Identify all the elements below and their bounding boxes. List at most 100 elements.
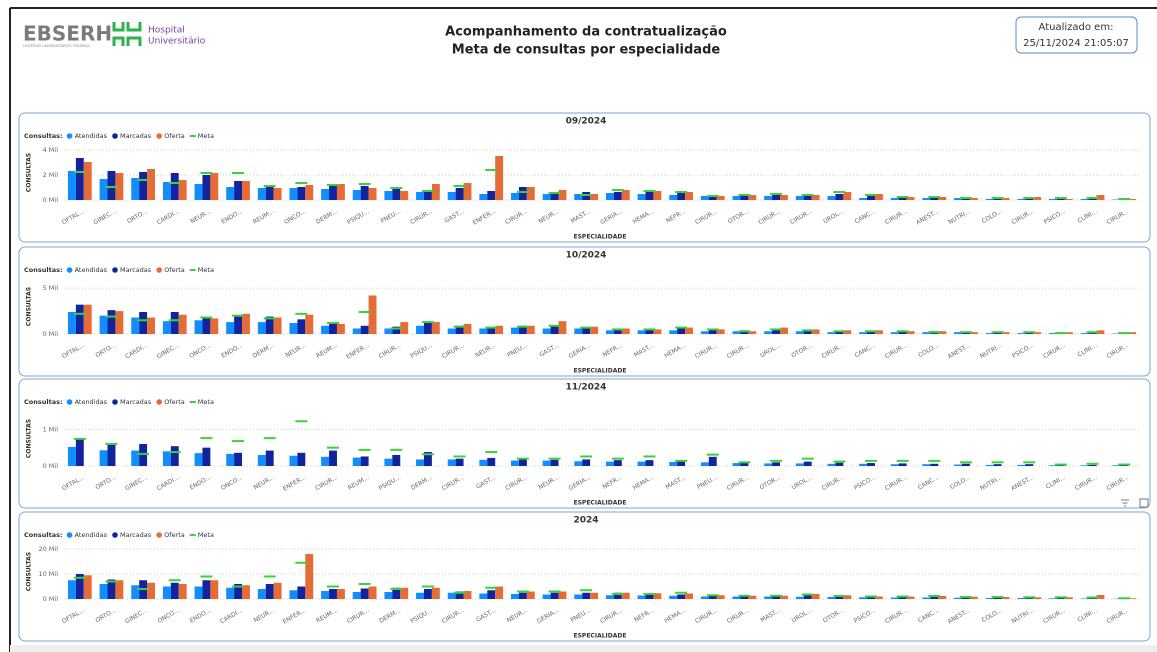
- bar: [653, 593, 662, 599]
- panel-icons[interactable]: [1121, 498, 1149, 508]
- bar: [795, 596, 804, 599]
- x-axis-label: ESPECIALIDADE: [574, 234, 627, 241]
- bar: [1088, 333, 1097, 334]
- bar: [637, 595, 646, 599]
- bar: [75, 304, 84, 334]
- bar: [574, 328, 583, 334]
- bar: [922, 332, 931, 334]
- legend-label: Oferta: [164, 398, 185, 406]
- bar: [795, 196, 804, 200]
- bar: [273, 317, 282, 334]
- bar: [653, 329, 662, 334]
- bar: [930, 197, 939, 200]
- bar: [178, 314, 187, 334]
- bar: [368, 295, 377, 334]
- bar: [708, 456, 717, 466]
- bar: [954, 198, 962, 200]
- bar: [969, 596, 978, 599]
- bar: [1017, 464, 1026, 466]
- bar: [685, 327, 693, 334]
- bar: [732, 196, 741, 200]
- legend-label: Oferta: [164, 132, 185, 140]
- bar: [392, 326, 401, 334]
- bar: [906, 596, 915, 599]
- bar: [898, 596, 907, 599]
- bar: [1049, 333, 1057, 334]
- bar: [922, 597, 931, 599]
- brand-tagline: HOSPITAIS UNIVERSITÁRIOS FEDERAIS: [23, 43, 91, 48]
- bar: [242, 313, 250, 334]
- bar: [685, 593, 693, 599]
- bar: [139, 444, 148, 466]
- bar: [226, 453, 235, 466]
- bar: [700, 462, 709, 466]
- bar: [107, 579, 116, 599]
- bar: [740, 195, 749, 200]
- bar: [1096, 595, 1105, 599]
- bar: [985, 199, 994, 200]
- bar: [859, 198, 868, 200]
- bar: [384, 592, 393, 599]
- bar: [511, 193, 519, 200]
- legend-label: Marcadas: [120, 266, 152, 274]
- bar: [115, 173, 124, 200]
- bar: [590, 592, 599, 599]
- bar: [107, 443, 116, 466]
- bar: [954, 597, 962, 599]
- legend-label: Meta: [198, 531, 214, 539]
- bar: [178, 584, 187, 599]
- legend-swatch: [156, 133, 162, 139]
- legend-label: Meta: [198, 132, 214, 140]
- bar: [162, 182, 171, 200]
- hospital-line2: Universitário: [148, 37, 206, 47]
- title-line2: Meta de consultas por especialidade: [452, 43, 721, 58]
- bar: [495, 586, 504, 599]
- bar: [1049, 199, 1057, 200]
- bar: [487, 191, 496, 200]
- bar: [835, 331, 844, 334]
- bar: [582, 459, 591, 466]
- y-tick-label: 4 Mil: [43, 146, 59, 154]
- bar: [463, 323, 472, 334]
- bar: [455, 188, 464, 200]
- bar: [867, 463, 875, 466]
- bar: [574, 461, 583, 466]
- bar: [210, 318, 219, 334]
- bar: [400, 191, 409, 200]
- bar: [202, 447, 211, 466]
- bar: [613, 329, 622, 334]
- bar: [874, 330, 883, 334]
- bar: [1017, 333, 1026, 334]
- legend-label: Meta: [198, 266, 214, 274]
- scroll-area: [10, 645, 1157, 652]
- bar: [1128, 332, 1137, 334]
- bar: [637, 461, 646, 466]
- bar: [67, 171, 76, 200]
- bar: [1128, 598, 1137, 599]
- bar: [716, 595, 725, 599]
- bar: [416, 459, 424, 466]
- bar: [605, 461, 614, 466]
- bar: [297, 319, 306, 334]
- bar: [147, 582, 155, 599]
- bar: [542, 594, 551, 599]
- legend-label: Atendidas: [75, 132, 108, 140]
- y-axis-label: CONSULTAS: [26, 153, 33, 192]
- bar: [297, 452, 306, 466]
- bar: [1033, 332, 1042, 334]
- bar: [423, 323, 432, 334]
- bar: [297, 586, 306, 599]
- bar: [352, 328, 361, 334]
- y-tick-label: 20 Mil: [38, 545, 58, 553]
- bar: [764, 463, 773, 466]
- bar: [242, 585, 250, 599]
- bar: [780, 595, 788, 599]
- bar: [1064, 332, 1073, 334]
- bar: [827, 332, 836, 334]
- bar: [732, 463, 741, 466]
- legend-swatch: [112, 532, 118, 538]
- bar: [930, 463, 939, 466]
- bar: [329, 450, 337, 466]
- bar: [1025, 464, 1034, 466]
